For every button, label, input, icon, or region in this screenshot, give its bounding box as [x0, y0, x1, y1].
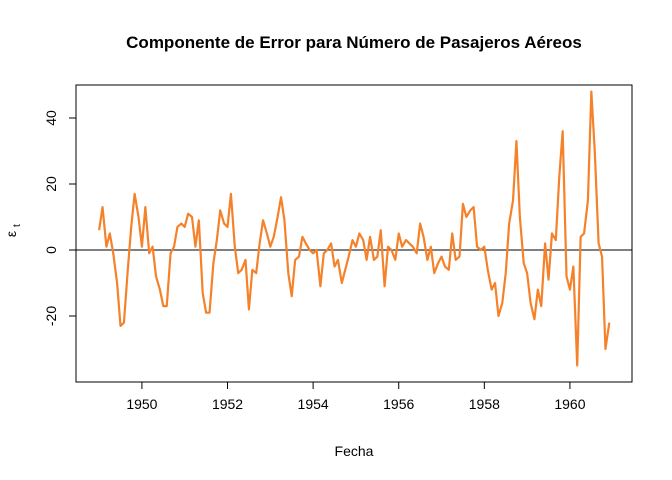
y-axis-label: ε t — [3, 224, 23, 237]
x-tick-label: 1956 — [383, 396, 414, 412]
y-label-subscript: t — [12, 224, 23, 227]
y-label-symbol: ε — [3, 231, 19, 237]
x-tick-label: 1960 — [554, 396, 585, 412]
y-tick-label: 0 — [43, 246, 59, 254]
plot-frame — [75, 84, 633, 383]
chart-title: Componente de Error para Número de Pasaj… — [126, 33, 582, 52]
y-tick-label: 40 — [43, 110, 59, 126]
x-tick-label: 1950 — [126, 396, 157, 412]
series-line — [98, 90, 611, 367]
y-tick-label: -20 — [43, 306, 59, 326]
x-tick-label: 1954 — [298, 396, 329, 412]
x-tick-label: 1952 — [212, 396, 243, 412]
y-tick-label: 20 — [43, 176, 59, 192]
x-tick-label: 1958 — [469, 396, 500, 412]
x-axis-label: Fecha — [335, 443, 374, 459]
